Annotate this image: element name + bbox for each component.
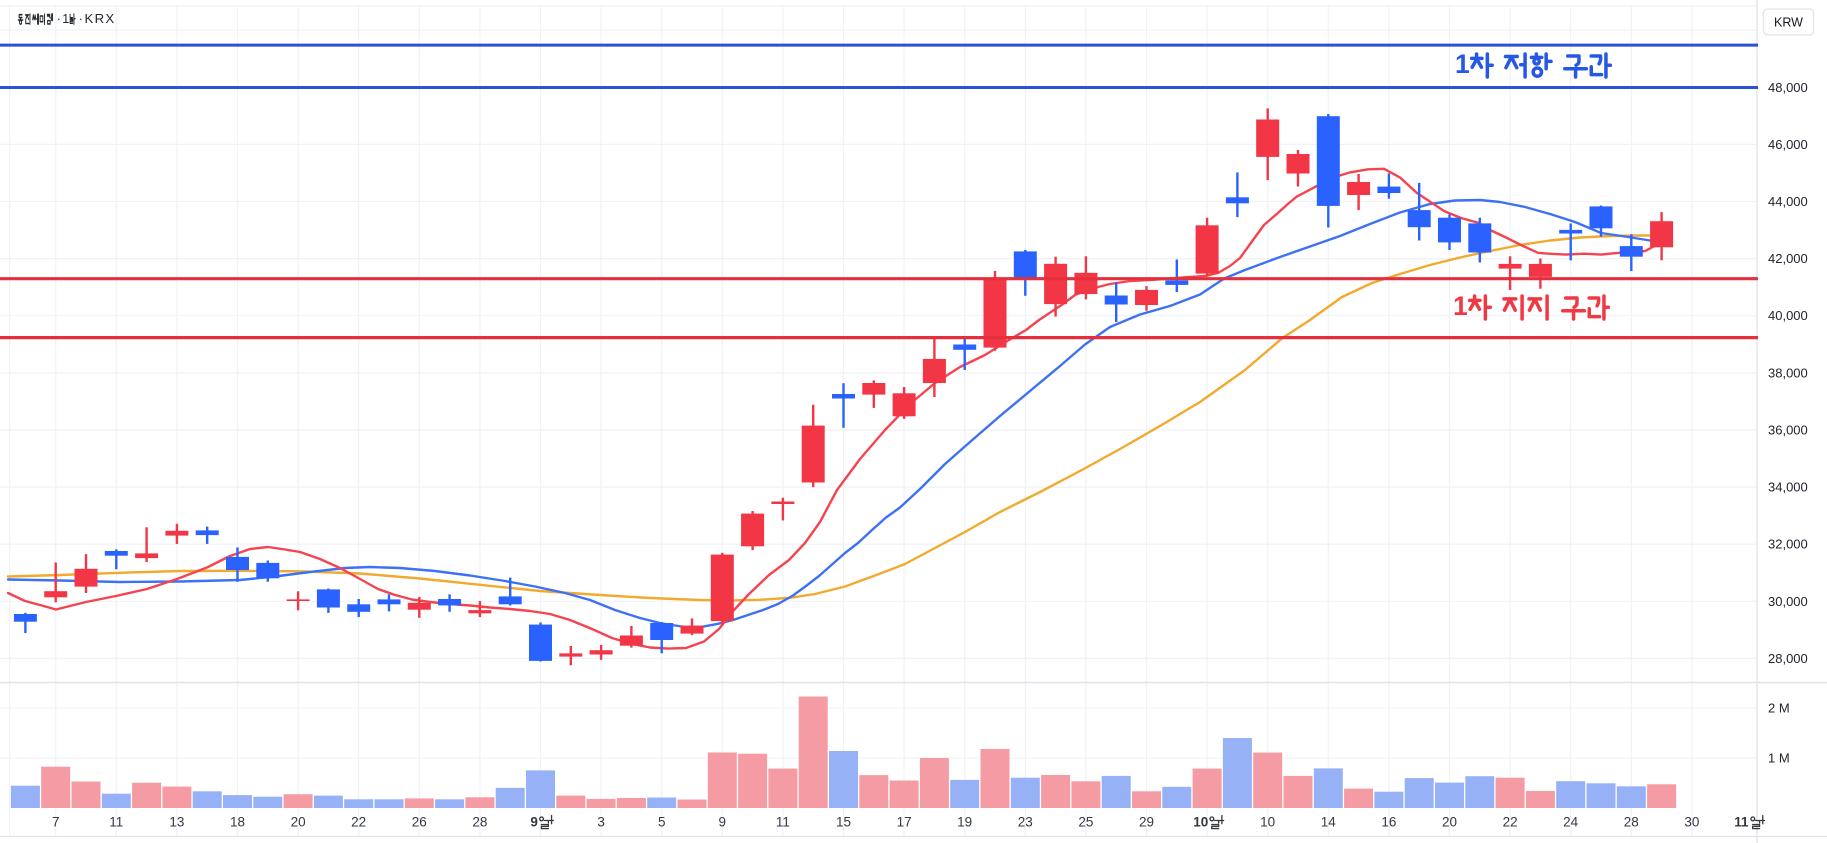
svg-text:36,000: 36,000 xyxy=(1768,423,1808,438)
svg-text:7: 7 xyxy=(52,815,60,830)
svg-text:15: 15 xyxy=(836,815,851,830)
svg-text:·: · xyxy=(57,12,61,26)
svg-text:17: 17 xyxy=(897,815,912,830)
svg-text:KRW: KRW xyxy=(1774,16,1803,30)
svg-text:44,000: 44,000 xyxy=(1768,194,1808,209)
svg-text:1: 1 xyxy=(62,12,69,26)
svg-text:11: 11 xyxy=(776,815,790,830)
svg-text:26: 26 xyxy=(412,815,427,830)
svg-text:28: 28 xyxy=(472,815,487,830)
svg-text:·: · xyxy=(79,12,83,26)
svg-text:22: 22 xyxy=(1503,815,1518,830)
svg-text:18: 18 xyxy=(230,815,245,830)
svg-text:KRX: KRX xyxy=(85,11,116,26)
svg-text:10: 10 xyxy=(1260,815,1275,830)
svg-text:46,000: 46,000 xyxy=(1768,137,1808,152)
svg-text:20: 20 xyxy=(291,815,306,830)
svg-text:25: 25 xyxy=(1078,815,1093,830)
svg-text:9: 9 xyxy=(530,815,538,830)
svg-text:9: 9 xyxy=(719,815,727,830)
svg-text:22: 22 xyxy=(351,815,366,830)
svg-text:28,000: 28,000 xyxy=(1768,651,1808,666)
svg-text:1: 1 xyxy=(1453,291,1468,321)
svg-text:30: 30 xyxy=(1684,815,1699,830)
svg-text:19: 19 xyxy=(957,815,972,830)
svg-text:20: 20 xyxy=(1442,815,1457,830)
svg-text:10: 10 xyxy=(1193,815,1208,830)
svg-text:11: 11 xyxy=(1734,815,1749,830)
svg-text:1: 1 xyxy=(1455,49,1470,79)
svg-text:28: 28 xyxy=(1624,815,1639,830)
svg-text:32,000: 32,000 xyxy=(1768,537,1808,552)
svg-text:40,000: 40,000 xyxy=(1768,308,1808,323)
svg-text:30,000: 30,000 xyxy=(1768,594,1808,609)
svg-text:34,000: 34,000 xyxy=(1768,480,1808,495)
svg-text:5: 5 xyxy=(658,815,666,830)
svg-text:48,000: 48,000 xyxy=(1768,80,1808,95)
svg-text:23: 23 xyxy=(1018,815,1033,830)
svg-text:16: 16 xyxy=(1381,815,1396,830)
svg-text:29: 29 xyxy=(1139,815,1154,830)
svg-text:13: 13 xyxy=(169,815,184,830)
svg-text:1 M: 1 M xyxy=(1768,751,1790,766)
svg-text:11: 11 xyxy=(109,815,123,830)
svg-text:24: 24 xyxy=(1563,815,1579,830)
svg-text:42,000: 42,000 xyxy=(1768,251,1808,266)
svg-text:2 M: 2 M xyxy=(1768,701,1790,716)
svg-text:14: 14 xyxy=(1321,815,1337,830)
svg-text:3: 3 xyxy=(597,815,605,830)
svg-text:38,000: 38,000 xyxy=(1768,365,1808,380)
